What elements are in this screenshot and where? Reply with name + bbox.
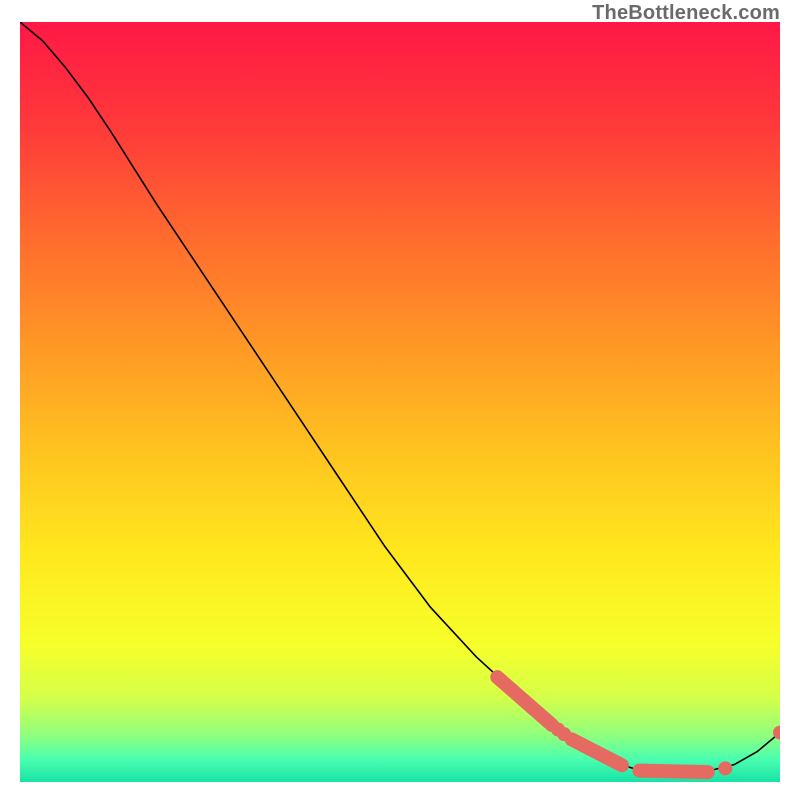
marker-segment bbox=[497, 677, 552, 725]
marker-segment bbox=[639, 771, 707, 773]
plot-svg bbox=[20, 22, 780, 782]
marker-point bbox=[718, 761, 732, 775]
chart-area bbox=[20, 22, 780, 782]
marker-segment bbox=[572, 739, 622, 765]
curve-line bbox=[20, 22, 780, 773]
